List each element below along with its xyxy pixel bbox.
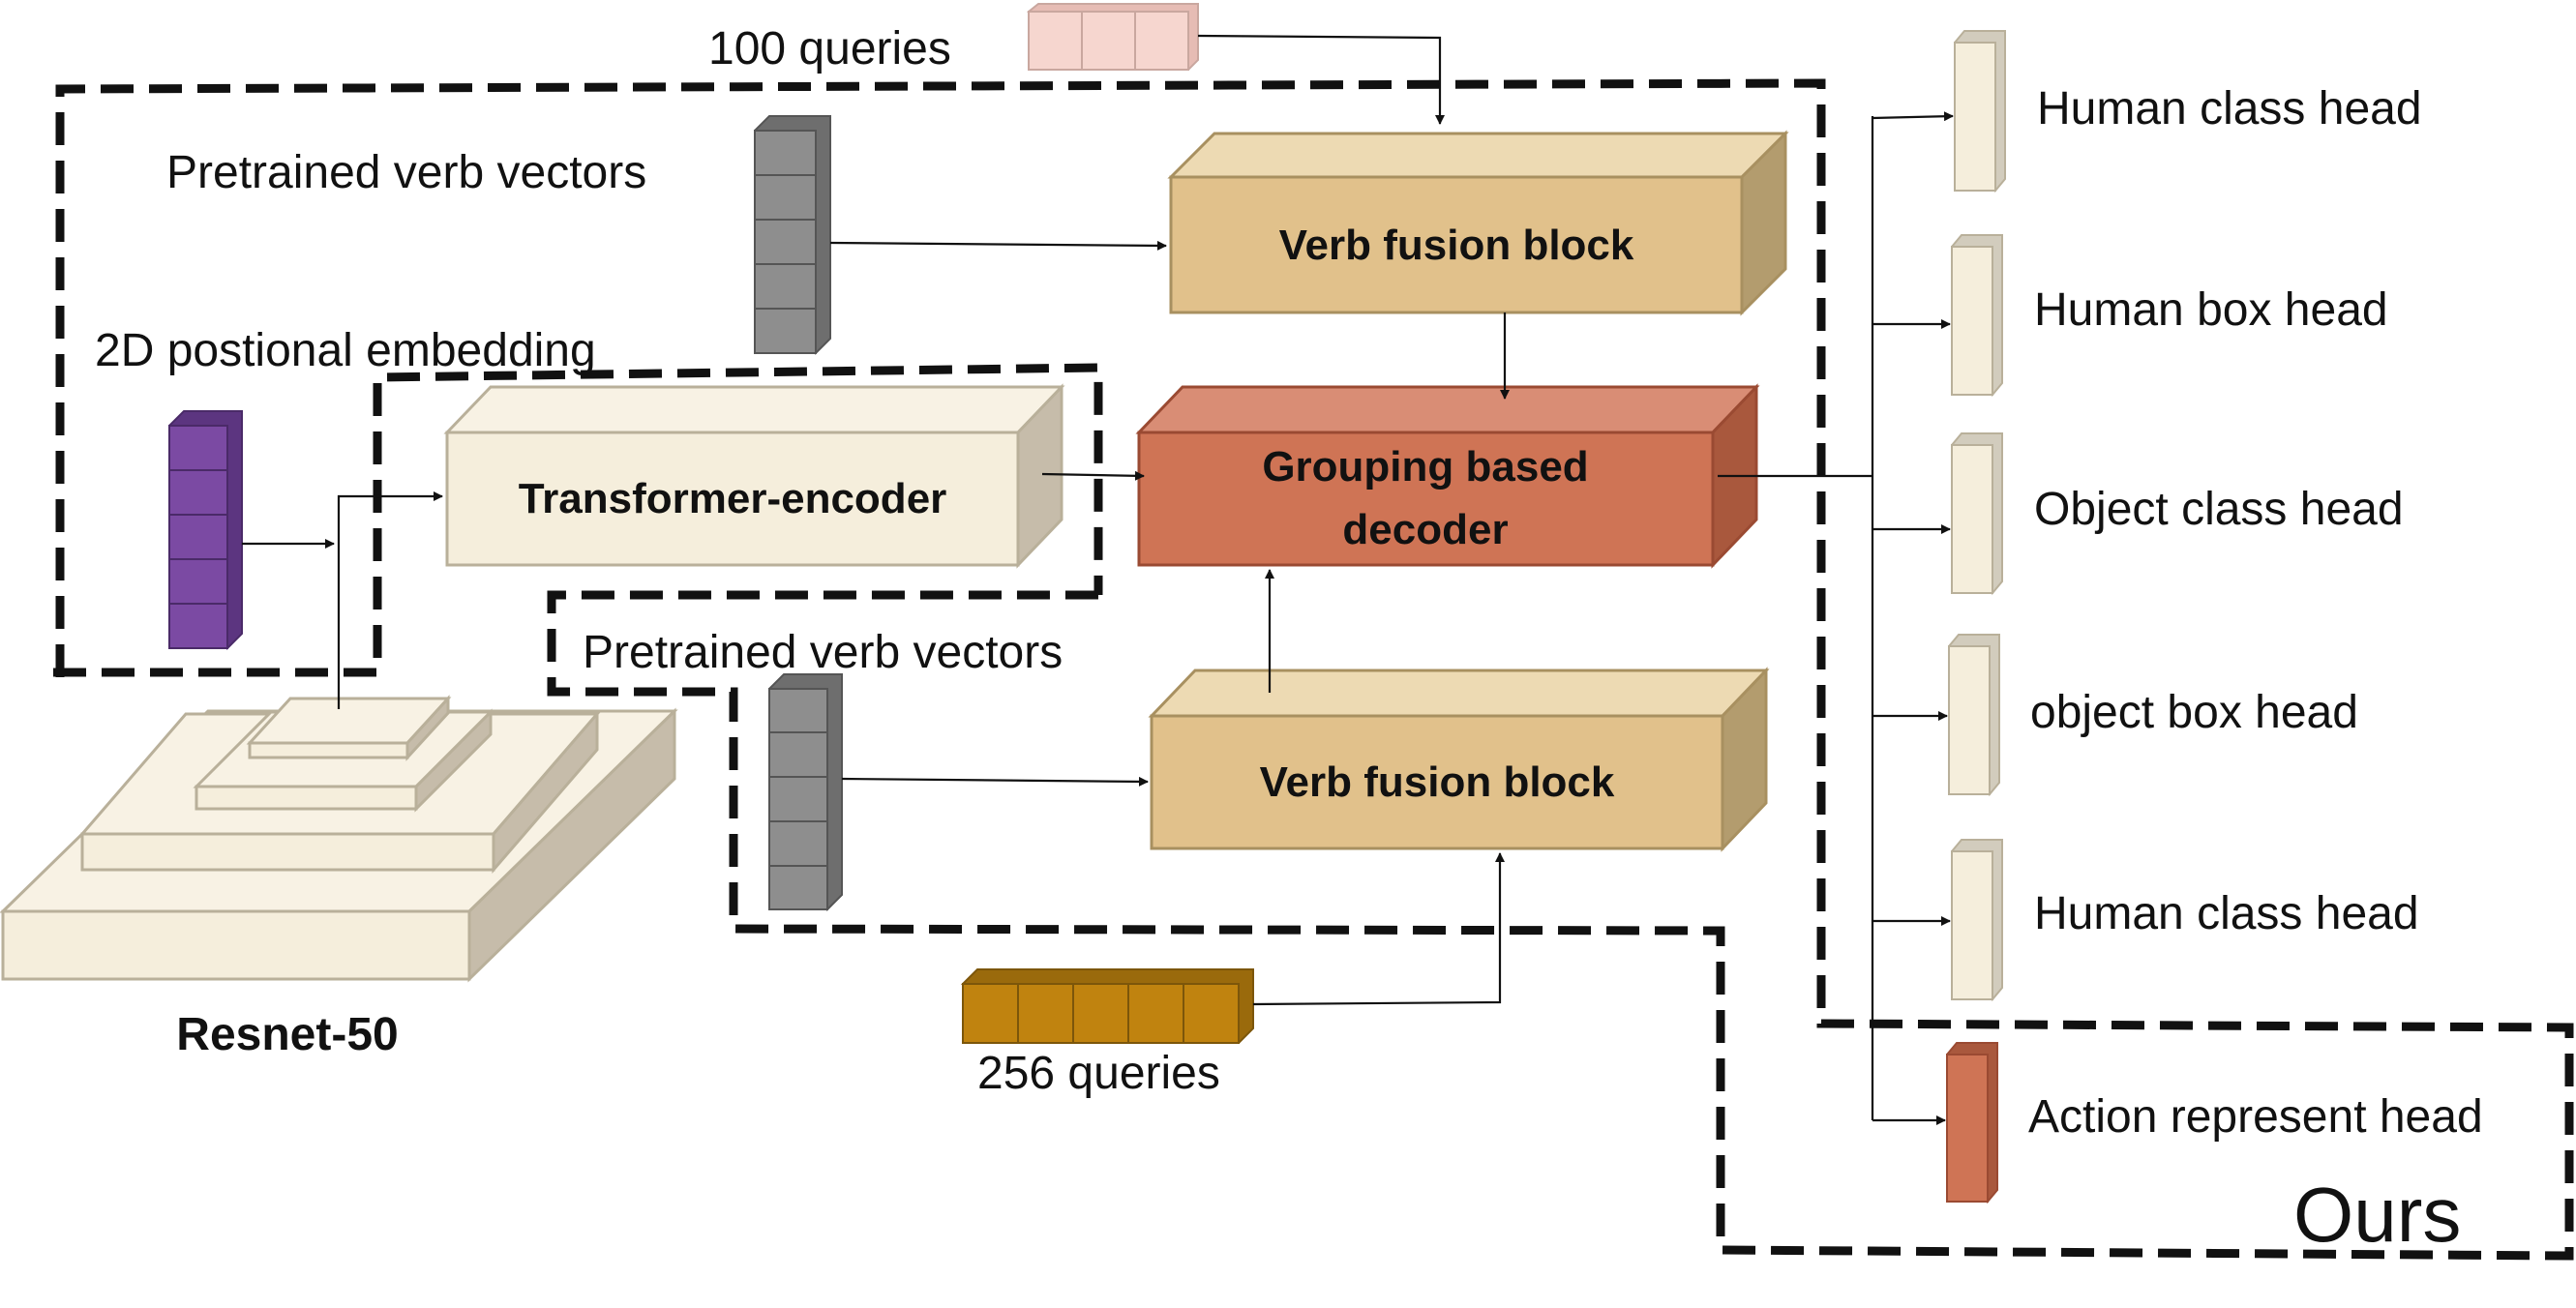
transformer-encoder-block xyxy=(443,383,1065,569)
queries-top-label: 100 queries xyxy=(708,23,951,74)
head-bar-4 xyxy=(1947,634,2000,797)
dashed-region-encoder xyxy=(53,363,1103,677)
verb-vectors-top-label: Pretrained verb vectors xyxy=(166,147,646,198)
verb-fusion-block-top xyxy=(1167,130,1789,316)
head-label-4: object box head xyxy=(2030,687,2358,738)
head-label-5: Human class head xyxy=(2034,888,2419,939)
queries-bottom-label: 256 queries xyxy=(977,1048,1220,1099)
head-bar-3 xyxy=(1950,432,2003,596)
head-bar-1 xyxy=(1953,30,2006,193)
verb-vector-bottom xyxy=(767,673,843,911)
query-vector-256 xyxy=(960,968,1254,1045)
positional-embedding-vector xyxy=(167,410,243,650)
verb-fusion-bottom-text: Verb fusion block xyxy=(1260,758,1615,806)
head-label-6: Action represent head xyxy=(2028,1091,2483,1143)
head-bar-6-action xyxy=(1945,1042,1998,1204)
verb-fusion-top-text: Verb fusion block xyxy=(1279,222,1634,269)
resnet-pyramid xyxy=(0,695,678,983)
connectors xyxy=(242,34,1954,1125)
head-bar-5 xyxy=(1950,839,2003,1002)
encoder-text: Transformer-encoder xyxy=(519,475,947,522)
query-vector-100 xyxy=(1026,3,1199,72)
backbone-label: Resnet-50 xyxy=(176,1009,398,1060)
head-label-3: Object class head xyxy=(2034,484,2404,535)
verb-vector-top xyxy=(753,115,831,355)
verb-vectors-bottom-label: Pretrained verb vectors xyxy=(583,627,1063,678)
ours-label: Ours xyxy=(2293,1172,2461,1258)
head-bar-2 xyxy=(1950,234,2003,398)
decoder-text-line2: decoder xyxy=(1342,506,1508,553)
head-label-1: Human class head xyxy=(2037,83,2422,134)
dashed-region-main xyxy=(55,78,2574,1261)
verb-fusion-block-bottom xyxy=(1148,667,1770,852)
pos-embedding-label: 2D postional embedding xyxy=(95,325,596,376)
head-label-2: Human box head xyxy=(2034,284,2388,336)
decoder-text-line1: Grouping based xyxy=(1262,443,1588,490)
